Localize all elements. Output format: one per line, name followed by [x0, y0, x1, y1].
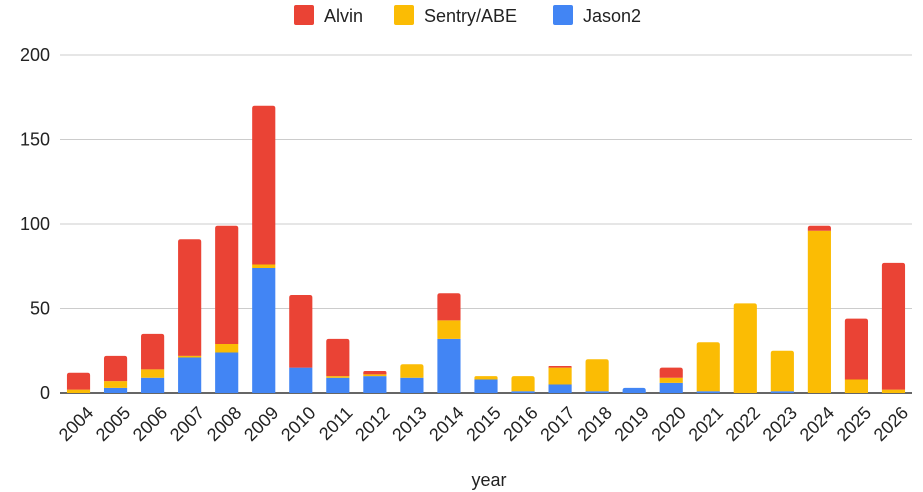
x-tick-label: 2015: [462, 403, 504, 445]
x-tick-label: 2013: [388, 403, 430, 445]
y-tick-label: 100: [20, 214, 50, 234]
bar-alvin-2004: [66, 372, 91, 390]
x-tick-label: 2023: [759, 403, 801, 445]
x-tick-label: 2018: [573, 403, 615, 445]
bar-sentry-abe-2017: [548, 367, 572, 385]
y-tick-label: 50: [30, 299, 50, 319]
bar-jason2-2020: [659, 382, 683, 393]
bar-alvin-2007: [178, 239, 202, 356]
legend-label: Alvin: [324, 6, 363, 26]
y-tick-label: 200: [20, 45, 50, 65]
bar-alvin-2024: [807, 225, 831, 231]
x-tick-label: 2006: [129, 403, 171, 445]
legend-item-alvin: Alvin: [294, 5, 363, 26]
bar-jason2-2006: [141, 377, 165, 393]
bar-jason2-2023: [770, 391, 794, 393]
y-axis-tick-labels: 0 50 100 150 200: [20, 45, 50, 403]
bar-sentry-abe-2007: [178, 355, 202, 358]
bar-alvin-2008: [215, 225, 239, 344]
bar-jason2-2017: [548, 384, 572, 393]
bar-jason2-2008: [215, 352, 239, 393]
bar-sentry-abe-2011: [326, 376, 350, 378]
legend-swatch: [294, 5, 314, 25]
x-tick-label: 2004: [55, 403, 97, 445]
x-tick-label: 2026: [870, 403, 912, 445]
bar-sentry-abe-2008: [215, 343, 239, 353]
x-tick-label: 2014: [425, 403, 467, 445]
x-tick-label: 2011: [315, 403, 357, 445]
bar-jason2-2019: [622, 387, 646, 393]
x-tick-label: 2025: [833, 403, 875, 445]
x-tick-label: 2008: [203, 403, 245, 445]
bar-jason2-2014: [437, 338, 461, 393]
bar-jason2-2007: [178, 357, 202, 393]
bar-jason2-2016: [511, 391, 535, 393]
bar-alvin-2026: [881, 262, 906, 390]
bar-alvin-2006: [141, 333, 165, 370]
x-tick-label: 2020: [647, 403, 689, 445]
bar-alvin-2017: [548, 365, 572, 368]
bar-sentry-abe-2016: [511, 376, 535, 392]
bar-sentry-abe-2014: [437, 320, 461, 339]
bar-sentry-abe-2005: [103, 381, 128, 388]
bar-jason2-2005: [103, 387, 128, 393]
legend-swatch: [394, 5, 414, 25]
bar-sentry-abe-2004: [66, 389, 91, 393]
bar-sentry-abe-2024: [807, 230, 831, 393]
bar-sentry-abe-2015: [474, 376, 498, 380]
legend-swatch: [553, 5, 573, 25]
bar-alvin-2012: [363, 371, 387, 375]
y-tick-label: 150: [20, 130, 50, 150]
legend-label: Sentry/ABE: [424, 6, 517, 26]
bar-jason2-2013: [400, 377, 424, 393]
bar-alvin-2025: [844, 318, 869, 380]
x-tick-label: 2019: [610, 403, 652, 445]
x-tick-label: 2017: [536, 403, 578, 445]
bar-jason2-2018: [585, 391, 609, 393]
bar-jason2-2011: [326, 377, 350, 393]
x-tick-label: 2024: [796, 403, 838, 445]
x-tick-label: 2010: [277, 403, 319, 445]
bar-sentry-abe-2021: [696, 342, 720, 392]
legend-item-jason2: Jason2: [553, 5, 641, 26]
x-tick-label: 2021: [685, 403, 727, 445]
bar-sentry-abe-2009: [252, 264, 276, 268]
legend-label: Jason2: [583, 6, 641, 26]
bar-alvin-2010: [289, 294, 313, 368]
bar-alvin-2020: [659, 367, 683, 378]
bar-sentry-abe-2020: [659, 377, 683, 383]
bar-sentry-abe-2025: [844, 379, 869, 393]
bars: [66, 105, 906, 393]
x-axis-tick-labels: 2004200520062007200820092010201120122013…: [55, 403, 912, 445]
x-tick-label: 2016: [499, 403, 541, 445]
bar-jason2-2015: [474, 379, 498, 393]
bar-sentry-abe-2018: [585, 359, 609, 392]
bar-sentry-abe-2006: [141, 369, 165, 378]
bar-sentry-abe-2023: [770, 350, 794, 392]
legend-item-sentry-abe: Sentry/ABE: [394, 5, 517, 26]
bar-jason2-2012: [363, 376, 387, 393]
bar-jason2-2009: [252, 267, 276, 393]
x-tick-label: 2022: [722, 403, 764, 445]
bar-alvin-2005: [103, 355, 128, 382]
x-tick-label: 2009: [240, 403, 282, 445]
y-tick-label: 0: [40, 383, 50, 403]
bar-sentry-abe-2026: [881, 389, 906, 393]
legend: Alvin Sentry/ABE Jason2: [294, 5, 641, 26]
bar-sentry-abe-2022: [733, 303, 757, 393]
bar-sentry-abe-2013: [400, 364, 424, 378]
x-tick-label: 2005: [92, 403, 134, 445]
bar-alvin-2009: [252, 105, 276, 265]
x-axis-title: year: [471, 470, 506, 490]
bar-alvin-2011: [326, 338, 350, 377]
bar-jason2-2021: [696, 391, 720, 393]
bar-alvin-2014: [437, 293, 461, 321]
x-tick-label: 2012: [351, 403, 393, 445]
bar-jason2-2010: [289, 367, 313, 393]
x-tick-label: 2007: [166, 403, 208, 445]
bar-sentry-abe-2012: [363, 374, 387, 377]
